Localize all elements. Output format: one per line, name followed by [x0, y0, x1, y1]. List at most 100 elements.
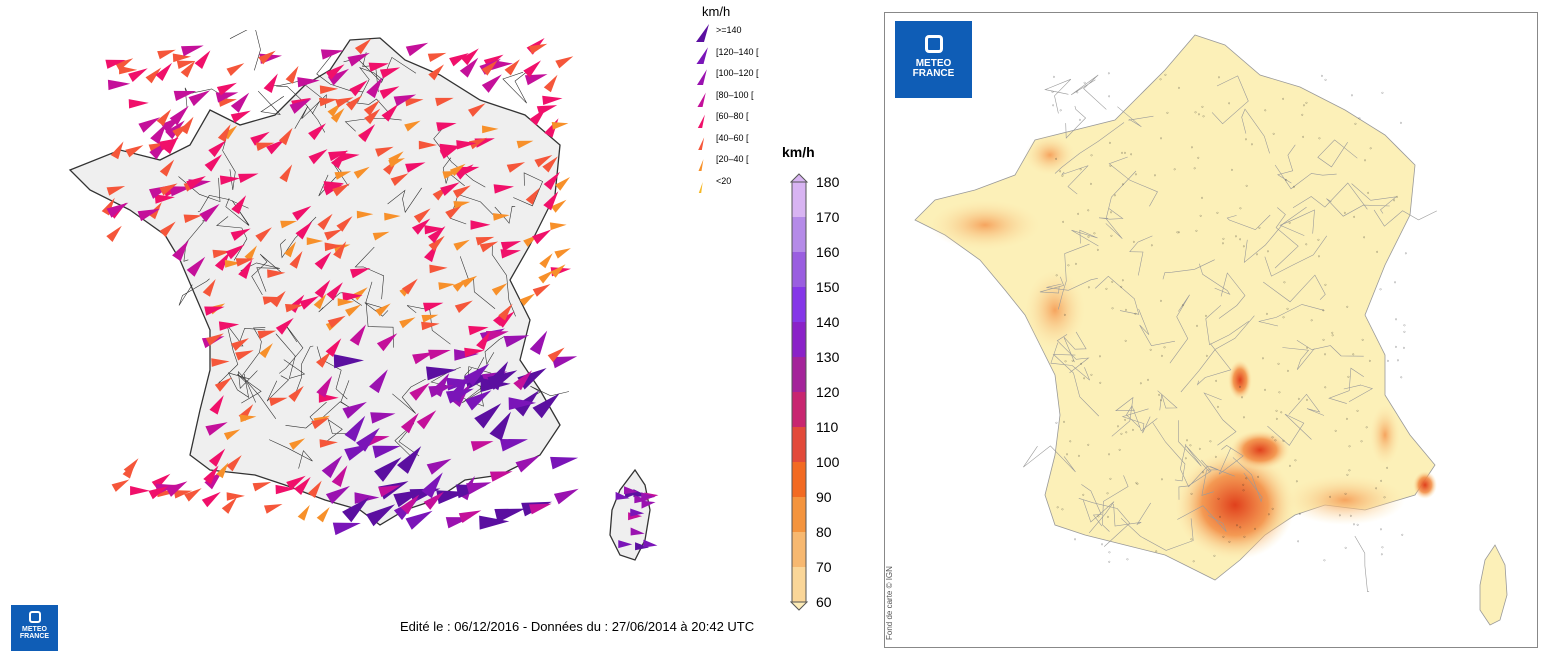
station-marker-icon: ◦	[1205, 353, 1209, 360]
wind-arrow	[158, 138, 179, 151]
department-borders-right	[1023, 74, 1437, 592]
station-marker-icon: ◦	[1228, 101, 1232, 108]
wind-arrow	[138, 117, 161, 133]
station-marker-icon: ◦	[1243, 534, 1247, 541]
station-marker-icon: ◦	[1331, 330, 1335, 337]
station-marker-icon: ◦	[1065, 451, 1069, 458]
department-border	[1288, 393, 1325, 416]
wind-arrow	[354, 38, 372, 55]
wind-arrow	[286, 475, 306, 491]
wind-arrow	[555, 177, 570, 191]
wind-arrow	[550, 199, 567, 213]
station-marker-icon: ◦	[1089, 181, 1093, 188]
wind-arrow	[400, 494, 420, 515]
wind-arrow	[319, 97, 338, 107]
department-border	[1328, 367, 1364, 404]
station-marker-icon: ◦	[1155, 549, 1159, 556]
station-marker-icon: ◦	[1322, 337, 1326, 344]
wind-arrow	[500, 249, 521, 259]
department-border	[178, 278, 210, 306]
station-marker-icon: ◦	[1163, 344, 1167, 351]
legend-row: [100–120 [	[686, 65, 786, 85]
wind-arrow	[513, 370, 532, 391]
department-border	[1274, 207, 1299, 269]
station-marker-icon: ◦	[1350, 93, 1354, 100]
station-marker-icon: ◦	[1194, 110, 1198, 117]
station-marker-icon: ◦	[1297, 396, 1301, 403]
wind-arrow	[331, 465, 348, 487]
wind-arrow	[379, 67, 401, 79]
department-border	[316, 346, 348, 400]
hot-zone-provence	[1285, 475, 1405, 525]
department-border	[1232, 457, 1263, 503]
wind-arrow	[159, 221, 176, 238]
station-marker-icon: ◦	[1395, 194, 1399, 201]
wind-arrow	[489, 471, 513, 482]
station-marker-icon: ◦	[1074, 261, 1078, 268]
station-marker-icon: ◦	[1306, 345, 1310, 352]
station-marker-icon: ◦	[1261, 356, 1265, 363]
legend-arrow-icon	[697, 92, 706, 107]
legend-row: [20–40 [	[686, 151, 786, 171]
station-marker-icon: ◦	[1130, 152, 1134, 159]
station-marker-icon: ◦	[1124, 307, 1128, 314]
wind-arrow	[554, 248, 571, 259]
wind-arrow	[211, 358, 230, 367]
department-border	[1105, 170, 1137, 239]
wind-arrow	[491, 283, 508, 296]
station-marker-icon: ◦	[1078, 117, 1082, 124]
station-marker-icon: ◦	[1059, 107, 1063, 114]
wind-arrow	[426, 366, 457, 381]
department-border	[1111, 396, 1136, 437]
station-marker-icon: ◦	[1217, 75, 1221, 82]
department-border	[459, 256, 496, 309]
station-marker-icon: ◦	[1082, 492, 1086, 499]
station-marker-icon: ◦	[1108, 94, 1112, 101]
department-border	[1264, 235, 1328, 277]
wind-arrow	[230, 228, 251, 241]
wind-arrow	[345, 304, 361, 317]
scale-tick-label: 170	[816, 209, 840, 225]
wind-arrow	[225, 244, 245, 260]
station-marker-icon: ◦	[1263, 387, 1267, 394]
station-marker-icon: ◦	[1134, 172, 1138, 179]
station-marker-icon: ◦	[1356, 522, 1360, 529]
legend-label: [40–60 [	[716, 132, 749, 143]
wind-arrow	[230, 110, 251, 123]
wind-arrow	[313, 293, 327, 310]
station-marker-icon: ◦	[1266, 249, 1270, 256]
scale-tick-label: 140	[816, 314, 840, 330]
station-marker-icon: ◦	[1097, 513, 1101, 520]
wind-arrow	[270, 290, 286, 308]
gust-intensity-map: ◦ ◦ ◦ ◦ ◦ ◦ ◦ ◦ ◦ ◦ ◦ ◦ ◦ ◦ ◦ ◦ ◦ ◦ ◦ ◦ ◦ ◦ ◦ ◦ ◦ ◦ ◦ ◦ ◦ ◦ ◦ ◦ ◦ ◦ ◦ ◦ ◦ ◦ ◦ ◦…	[914, 34, 1508, 626]
station-marker-icon: ◦	[1116, 424, 1120, 431]
legend-title: km/h	[702, 4, 731, 19]
department-border	[1102, 475, 1129, 532]
wind-arrow	[519, 293, 536, 306]
station-marker-icon: ◦	[1113, 193, 1117, 200]
wind-arrow	[528, 43, 548, 55]
station-marker-icon: ◦	[1159, 135, 1163, 142]
wind-arrow	[308, 123, 326, 141]
department-border	[1351, 183, 1398, 214]
wind-arrow	[429, 264, 448, 274]
warm-zone-brittany	[930, 200, 1040, 250]
wind-arrow	[550, 456, 579, 470]
station-marker-icon: ◦	[1394, 317, 1398, 324]
station-marker-icon: ◦	[1317, 254, 1321, 261]
department-border	[275, 333, 306, 379]
wind-arrow	[532, 229, 552, 245]
station-marker-icon: ◦	[1242, 244, 1246, 251]
station-marker-icon: ◦	[1403, 323, 1407, 330]
wind-arrow	[201, 491, 221, 508]
department-border	[1058, 243, 1090, 310]
department-border	[1241, 108, 1270, 154]
department-border	[1078, 498, 1131, 547]
station-marker-icon: ◦	[1274, 437, 1278, 444]
legend-row: <20	[686, 173, 786, 193]
wind-arrow	[630, 508, 645, 517]
wind-arrow	[289, 251, 303, 269]
wind-arrow	[534, 155, 553, 168]
wind-arrow	[532, 284, 551, 297]
legend-arrow-icon	[696, 46, 708, 64]
